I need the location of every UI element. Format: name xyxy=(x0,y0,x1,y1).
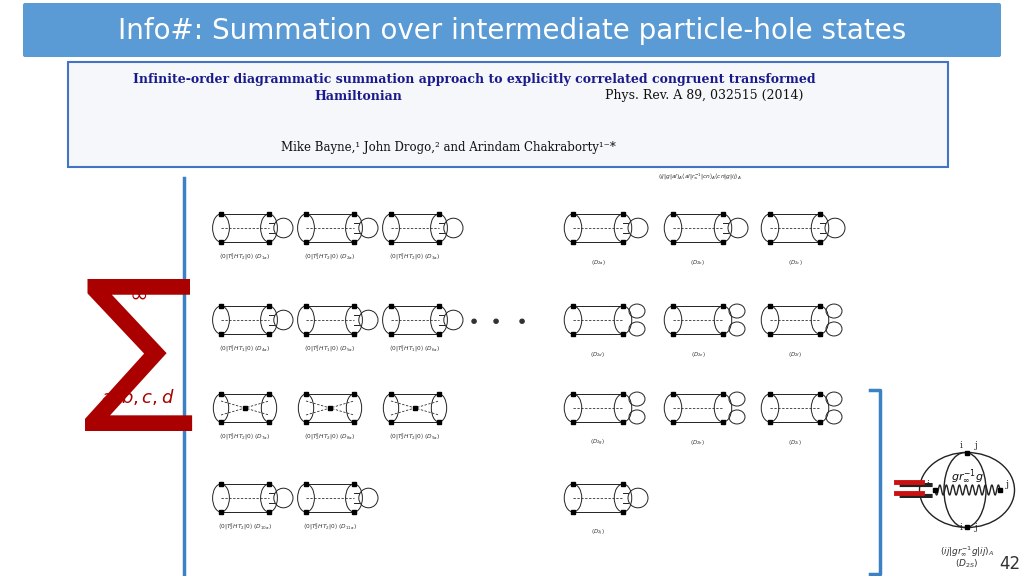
Text: j: j xyxy=(975,441,978,450)
Text: i: i xyxy=(927,480,930,489)
Text: $(D_{2e})$: $(D_{2e})$ xyxy=(690,350,706,359)
Text: $\langle 0|T_1^2HT_1|0\rangle$ $(D_{5a})$: $\langle 0|T_1^2HT_1|0\rangle$ $(D_{5a})… xyxy=(304,344,355,354)
Text: $\langle 0|T_1^2HT_2|0\rangle$ $(D_{3a})$: $\langle 0|T_1^2HT_2|0\rangle$ $(D_{3a})… xyxy=(389,252,440,262)
Text: Phys. Rev. A 89, 032515 (2014): Phys. Rev. A 89, 032515 (2014) xyxy=(605,89,804,103)
Text: $\langle 0|T_1^2HT_2|0\rangle$ $(D_{1a})$: $\langle 0|T_1^2HT_2|0\rangle$ $(D_{1a})… xyxy=(219,252,270,262)
Text: $\infty$: $\infty$ xyxy=(129,284,147,306)
Text: j: j xyxy=(1006,480,1009,489)
Text: Infinite-order diagrammatic summation approach to explicitly correlated congruen: Infinite-order diagrammatic summation ap… xyxy=(133,74,815,86)
Text: $(D_{2d})$: $(D_{2d})$ xyxy=(591,350,605,359)
Text: $(D_{2b})$: $(D_{2b})$ xyxy=(690,258,706,267)
Text: $\langle 0|T_1^2HT_2|0\rangle$ $(D_{2a})$: $\langle 0|T_1^2HT_2|0\rangle$ $(D_{2a})… xyxy=(304,252,355,262)
Text: $\langle 0|T_2^2HT_2|0\rangle$ $(D_{8a})$: $\langle 0|T_2^2HT_2|0\rangle$ $(D_{8a})… xyxy=(304,432,355,442)
Bar xyxy=(68,62,948,167)
Text: $=$: $=$ xyxy=(883,464,934,516)
Text: j: j xyxy=(975,523,978,532)
Text: $\langle 0|T_2^2HT_2|0\rangle$ $(D_{9a})$: $\langle 0|T_2^2HT_2|0\rangle$ $(D_{9a})… xyxy=(389,432,440,442)
Text: Info#: Summation over intermediate particle-hole states: Info#: Summation over intermediate parti… xyxy=(118,17,906,45)
Text: i: i xyxy=(961,441,963,450)
Text: $(D_{2g})$: $(D_{2g})$ xyxy=(591,438,605,448)
Text: $\langle 0|T_1^2HT_1|0\rangle$ $(D_{6a})$: $\langle 0|T_1^2HT_1|0\rangle$ $(D_{6a})… xyxy=(389,344,440,354)
Text: $\langle 0|T_2^2HT_2|0\rangle$ $(D_{11a})$: $\langle 0|T_2^2HT_2|0\rangle$ $(D_{11a}… xyxy=(303,522,357,532)
Text: $\langle 0|T_2^2HT_2|0\rangle$ $(D_{7a})$: $\langle 0|T_2^2HT_2|0\rangle$ $(D_{7a})… xyxy=(219,432,270,442)
Text: $(D_{2a})$: $(D_{2a})$ xyxy=(591,258,605,267)
Text: $gr_{\infty}^{-1}g$: $gr_{\infty}^{-1}g$ xyxy=(950,467,983,485)
Text: $(D_{2S})$: $(D_{2S})$ xyxy=(955,557,979,570)
Text: $(ij|gr_{\infty}^{-1}g|ij)_A$: $(ij|gr_{\infty}^{-1}g|ij)_A$ xyxy=(940,545,994,559)
Text: $\bullet\ \bullet\ \bullet$: $\bullet\ \bullet\ \bullet$ xyxy=(467,310,526,329)
Text: Hamiltonian: Hamiltonian xyxy=(314,89,402,103)
Text: $(D_{2f})$: $(D_{2f})$ xyxy=(788,350,802,359)
Text: $\langle 0|T_2^2HT_2|0\rangle$ $(D_{10a})$: $\langle 0|T_2^2HT_2|0\rangle$ $(D_{10a}… xyxy=(218,522,272,532)
Text: $(D_{2h})$: $(D_{2h})$ xyxy=(690,438,706,447)
Text: 42: 42 xyxy=(999,555,1021,573)
Text: $a,b,c,d$: $a,b,c,d$ xyxy=(101,387,175,407)
Text: $\sum$: $\sum$ xyxy=(83,277,194,433)
FancyBboxPatch shape xyxy=(23,3,1001,57)
Text: $(D_{2j})$: $(D_{2j})$ xyxy=(591,528,605,538)
Text: $(D_{2c})$: $(D_{2c})$ xyxy=(787,258,803,267)
Text: $(ij|g|al)_A\langle al|r_{\infty}^{-1}|cn\rangle_A\langle cn|g|ij\rangle_A$: $(ij|g|al)_A\langle al|r_{\infty}^{-1}|c… xyxy=(658,172,741,182)
Text: $(D_{2i})$: $(D_{2i})$ xyxy=(788,438,802,447)
Text: i: i xyxy=(961,523,963,532)
Text: $\langle 0|T_1^2HT_1|0\rangle$ $(D_{4a})$: $\langle 0|T_1^2HT_1|0\rangle$ $(D_{4a})… xyxy=(219,344,270,354)
Text: Mike Bayne,¹ John Drogo,² and Arindam Chakraborty¹⁻*: Mike Bayne,¹ John Drogo,² and Arindam Ch… xyxy=(281,142,615,154)
